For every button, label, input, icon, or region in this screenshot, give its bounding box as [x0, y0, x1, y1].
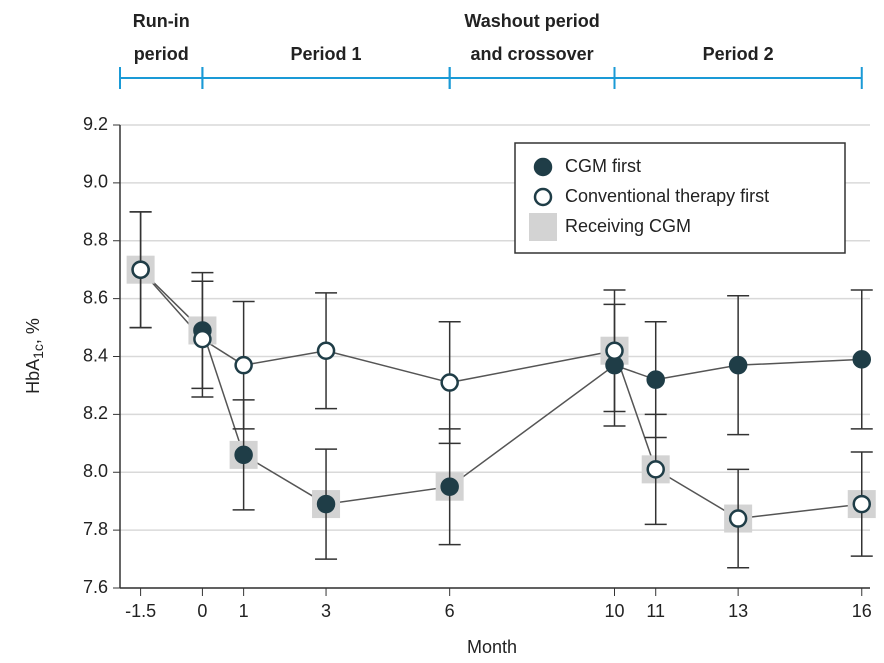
point — [234, 445, 253, 465]
series-line — [140, 269, 862, 505]
y-axis-label: HbA1c, % — [23, 318, 46, 394]
x-tick-label: 13 — [728, 601, 748, 621]
point — [131, 260, 150, 279]
y-tick-label: 8.8 — [83, 230, 108, 250]
period-label: Period 2 — [703, 44, 774, 64]
point — [728, 509, 748, 528]
point — [646, 370, 665, 389]
period-label: and crossover — [471, 44, 594, 64]
y-tick-label: 7.8 — [83, 519, 108, 539]
point — [234, 355, 253, 375]
y-tick-label: 8.2 — [83, 403, 108, 423]
point — [316, 341, 336, 360]
y-tick-label: 9.2 — [83, 114, 108, 134]
point — [193, 329, 212, 349]
x-tick-label: 6 — [445, 601, 455, 621]
x-tick-label: 1 — [239, 601, 249, 621]
y-label-sub: 1c — [30, 344, 46, 359]
legend-box — [514, 142, 846, 254]
y-tick-label: 8.4 — [83, 345, 108, 365]
point — [440, 477, 459, 496]
x-tick-label: 3 — [321, 601, 331, 621]
period-label: Run-in — [133, 11, 190, 31]
x-axis-label: Month — [467, 637, 517, 657]
x-tick-label: -1.5 — [125, 601, 156, 621]
point — [533, 157, 553, 177]
legend-label: CGM first — [565, 156, 641, 176]
series-line — [140, 269, 862, 520]
legend-label: Conventional therapy first — [565, 186, 769, 206]
x-tick-label: 10 — [604, 601, 624, 621]
period-label: Washout period — [464, 11, 599, 31]
y-tick-label: 8.0 — [83, 461, 108, 481]
point — [646, 460, 665, 479]
cgm-square — [529, 213, 557, 241]
y-tick-label: 8.6 — [83, 287, 108, 307]
point — [852, 494, 872, 514]
point — [852, 350, 872, 369]
point — [316, 494, 336, 514]
period-label: period — [134, 44, 189, 64]
point — [605, 341, 624, 360]
y-label-main: HbA — [23, 359, 43, 394]
x-tick-label: 11 — [646, 601, 665, 621]
y-label-rest: , % — [23, 318, 43, 344]
y-tick-label: 9.0 — [83, 172, 108, 192]
x-tick-label: 0 — [197, 601, 207, 621]
period-label: Period 1 — [291, 44, 362, 64]
legend-label: Receiving CGM — [565, 216, 691, 236]
legend: CGM first Conventional therapy first Recei… — [514, 142, 846, 254]
point — [533, 187, 553, 207]
point — [440, 373, 459, 392]
y-tick-label: 7.6 — [83, 577, 108, 597]
point — [728, 355, 748, 375]
x-tick-label: 16 — [852, 601, 872, 621]
